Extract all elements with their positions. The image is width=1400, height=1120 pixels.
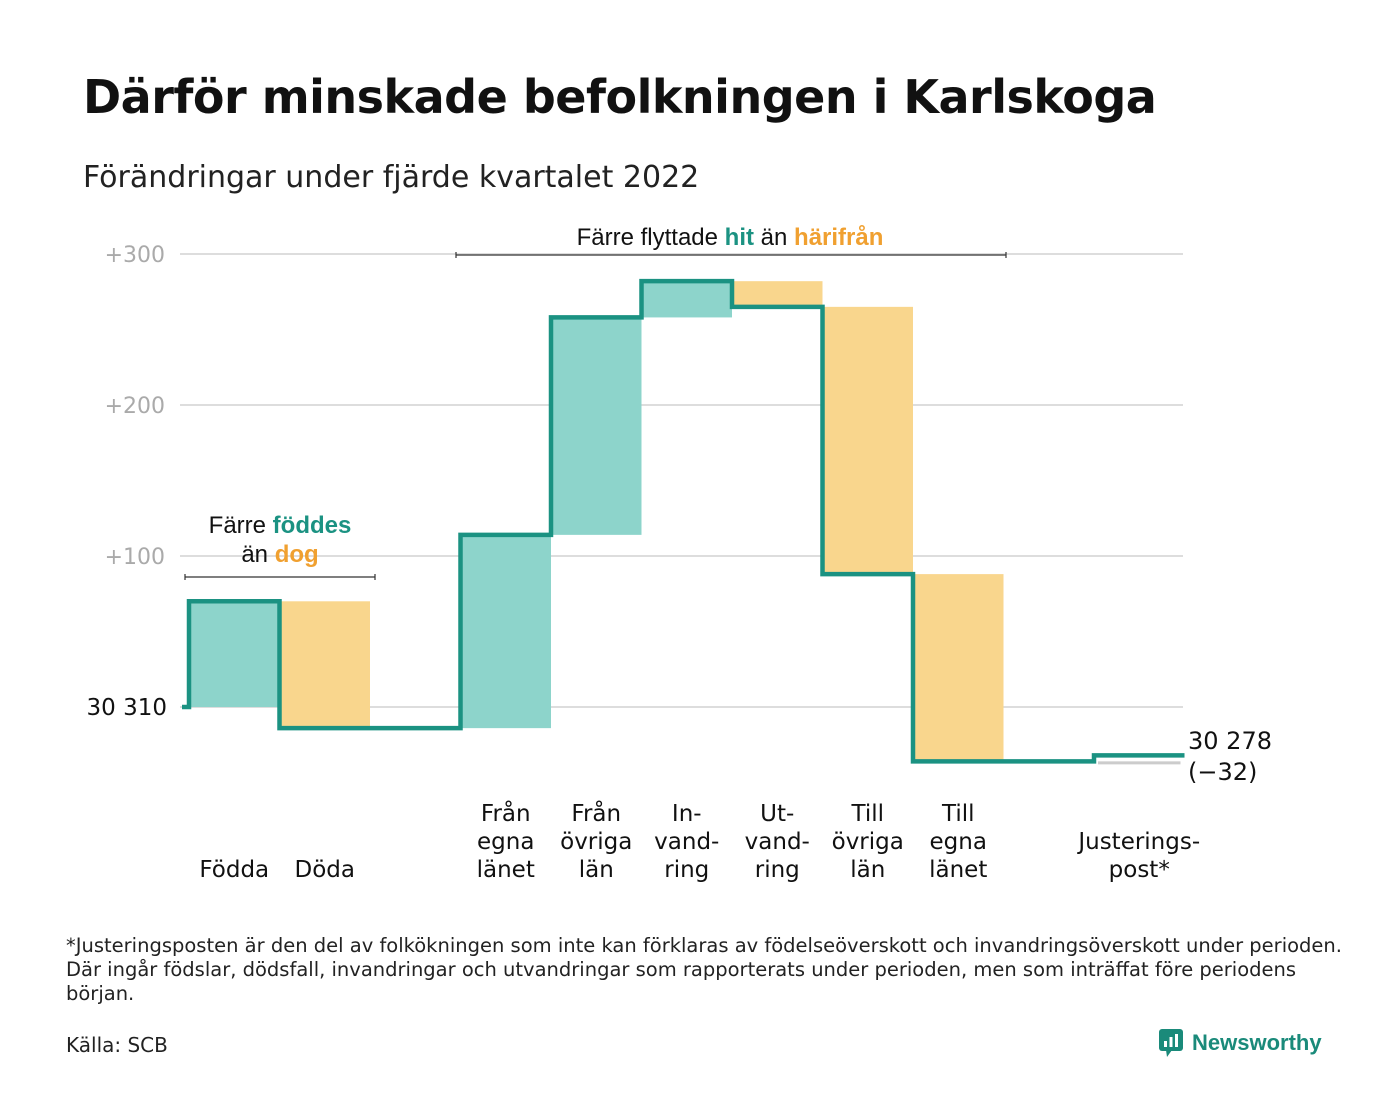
inflow-bar bbox=[551, 317, 642, 535]
category-label: Till bbox=[941, 801, 975, 827]
category-label: ring bbox=[755, 857, 800, 883]
category-label: ring bbox=[664, 857, 709, 883]
category-label: vand- bbox=[745, 829, 810, 855]
category-label: post* bbox=[1109, 857, 1170, 883]
category-label: län bbox=[579, 857, 614, 883]
annotation-part: än bbox=[754, 224, 794, 251]
chart-bubble-icon bbox=[1159, 1029, 1183, 1057]
births-annotation-line2: än dog bbox=[241, 541, 318, 568]
outflow-bar bbox=[279, 601, 370, 729]
outflow-bar bbox=[732, 281, 823, 307]
category-label: In- bbox=[672, 801, 702, 827]
inflow-bar bbox=[641, 281, 732, 318]
annotation-part: härifrån bbox=[794, 224, 883, 251]
category-label: Ut- bbox=[760, 801, 794, 827]
newsworthy-logo: Newsworthy bbox=[1158, 1028, 1322, 1058]
annotation-part: hit bbox=[725, 224, 754, 251]
logo-text: Newsworthy bbox=[1192, 1030, 1322, 1055]
category-label: övriga bbox=[832, 829, 904, 855]
category-label: egna bbox=[930, 829, 987, 855]
y-tick-label: +100 bbox=[105, 545, 165, 570]
source-note: Källa: SCB bbox=[66, 1033, 168, 1057]
category-label: Från bbox=[571, 799, 621, 827]
migration-annotation: Färre flyttade hit än härifrån bbox=[577, 224, 884, 251]
end-value-label: 30 278 bbox=[1188, 727, 1272, 755]
annotation-part: Färre flyttade bbox=[577, 224, 725, 251]
inflow-bar bbox=[189, 601, 280, 707]
end-change-label: (−32) bbox=[1188, 758, 1257, 786]
annotation-part: än bbox=[241, 541, 274, 568]
start-value-label: 30 310 bbox=[87, 695, 167, 721]
outflow-bar bbox=[822, 306, 913, 575]
category-label: Justerings- bbox=[1076, 829, 1200, 855]
inflow-bar bbox=[460, 534, 551, 729]
category-label: övriga bbox=[560, 829, 632, 855]
chart-subtitle: Förändringar under fjärde kvartalet 2022 bbox=[83, 160, 700, 195]
footnote: *Justeringsposten är den del av folkökni… bbox=[66, 934, 1342, 1005]
population-step-line bbox=[182, 278, 1185, 764]
category-label: egna bbox=[477, 829, 534, 855]
outflow-bar bbox=[913, 574, 1004, 762]
chart-title: Därför minskade befolkningen i Karlskoga bbox=[83, 70, 1157, 124]
category-label: Döda bbox=[295, 857, 355, 883]
annotation-part: Färre bbox=[209, 512, 273, 539]
y-tick-label: +300 bbox=[105, 243, 165, 268]
annotation-part: föddes bbox=[273, 512, 352, 539]
y-tick-label: +200 bbox=[105, 394, 165, 419]
category-label: länet bbox=[929, 857, 987, 883]
category-label: vand- bbox=[654, 829, 719, 855]
annotation-part: dog bbox=[275, 541, 319, 568]
category-label: Till bbox=[850, 801, 884, 827]
category-label: Från bbox=[481, 799, 531, 827]
adjustment-bar bbox=[1098, 761, 1181, 765]
births-annotation: Färre föddes bbox=[209, 512, 352, 539]
category-label: län bbox=[850, 857, 885, 883]
category-label: länet bbox=[477, 857, 535, 883]
category-label: Födda bbox=[199, 857, 269, 883]
